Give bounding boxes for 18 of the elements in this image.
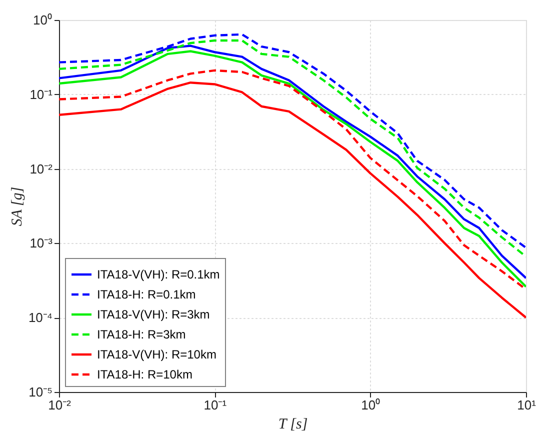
y-tick-label: 10⁻¹ xyxy=(30,86,54,102)
legend-label: ITA18-H: R=10km xyxy=(97,368,192,382)
legend-label: ITA18-V(VH): R=10km xyxy=(97,348,216,362)
y-tick-label: 10⁻³ xyxy=(30,236,54,251)
y-tick-label: 10⁻² xyxy=(30,161,54,176)
y-tick-label: 10⁻⁴ xyxy=(28,310,52,326)
x-tick-label: 10¹ xyxy=(517,398,537,412)
x-tick-label: 10⁰ xyxy=(361,398,381,412)
legend-label: ITA18-H: R=3km xyxy=(97,328,186,342)
legend-label: ITA18-V(VH): R=3km xyxy=(97,308,210,322)
y-tick-label: 10⁰ xyxy=(33,12,52,28)
y-tick-label: 10⁻⁵ xyxy=(28,384,52,400)
x-tick-label: 10⁻² xyxy=(48,398,72,412)
legend-label: ITA18-V(VH): R=0.1km xyxy=(97,268,220,282)
x-axis-title: T [s] xyxy=(278,416,308,432)
x-tick-label: 10⁻¹ xyxy=(204,398,228,412)
legend-label: ITA18-H: R=0.1km xyxy=(97,288,196,302)
y-axis-title: SA [g] xyxy=(9,186,26,226)
